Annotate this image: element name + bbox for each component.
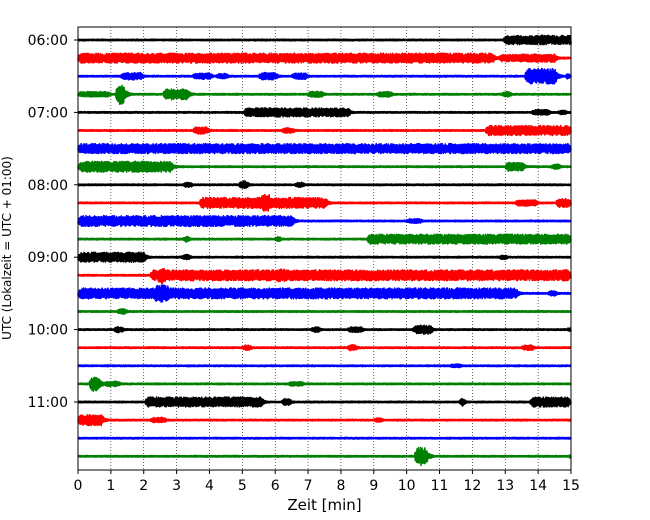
- x-tick-label: 8: [336, 478, 345, 494]
- y-tick-label: 07:00: [28, 105, 68, 121]
- trace-line-1145: [77, 446, 572, 467]
- trace-line-0730: [77, 142, 572, 155]
- trace-line-0900: [77, 251, 572, 263]
- x-tick-label: 10: [398, 478, 416, 494]
- trace-line-0845: [77, 233, 572, 245]
- trace-line-0745: [77, 160, 572, 173]
- x-tick-label: 11: [431, 478, 449, 494]
- trace-line-1015: [77, 344, 572, 352]
- trace-line-0945: [77, 308, 572, 315]
- y-tick-label: 10:00: [28, 323, 68, 339]
- y-tick-label: 09:00: [28, 250, 68, 266]
- trace-line-0915: [77, 268, 572, 285]
- x-axis-label: Zeit [min]: [287, 496, 361, 514]
- trace-line-0630: [77, 67, 572, 85]
- x-tick-label: 14: [529, 478, 547, 494]
- trace-line-1130: [77, 436, 572, 440]
- x-tick-label: 5: [238, 478, 247, 494]
- trace-line-0930: [77, 284, 572, 303]
- grid-lines: [110, 27, 539, 470]
- y-tick-label: 11:00: [28, 395, 68, 411]
- plot-frame: [77, 26, 572, 471]
- x-tick-label: 3: [172, 478, 181, 494]
- x-tick-label: 9: [369, 478, 378, 494]
- trace-line-0615: [77, 52, 572, 64]
- x-tick-label: 2: [139, 478, 148, 494]
- trace-line-1100: [77, 396, 572, 408]
- x-tick-label: 6: [271, 478, 280, 494]
- trace-line-0715: [77, 124, 572, 137]
- x-tick-label: 15: [562, 478, 580, 494]
- trace-group: [77, 34, 572, 467]
- tick-group: 0 1 2 3 4 5 6 7 8 9 10 11 12 13 14 1506:0007:0008:0009:…: [28, 33, 580, 494]
- x-tick-label: 4: [205, 478, 214, 494]
- trace-line-1115: [77, 413, 572, 427]
- trace-line-0645: [77, 84, 572, 105]
- trace-line-0700: [77, 107, 572, 118]
- x-tick-label: 0: [74, 478, 83, 494]
- y-axis-label: UTC (Lokalzeit = UTC + 01:00): [0, 156, 14, 340]
- trace-line-1045: [77, 376, 572, 392]
- y-tick-label: 06:00: [28, 33, 68, 49]
- x-tick-label: 7: [304, 478, 313, 494]
- trace-line-1030: [77, 363, 572, 369]
- trace-line-0600: [77, 34, 572, 46]
- trace-line-0800: [77, 179, 572, 189]
- x-tick-label: 13: [496, 478, 514, 494]
- x-tick-label: 12: [463, 478, 481, 494]
- x-tick-label: 1: [106, 478, 115, 494]
- y-tick-label: 08:00: [28, 178, 68, 194]
- trace-line-0830: [77, 214, 572, 228]
- trace-line-0815: [77, 193, 572, 212]
- trace-line-1000: [77, 324, 572, 335]
